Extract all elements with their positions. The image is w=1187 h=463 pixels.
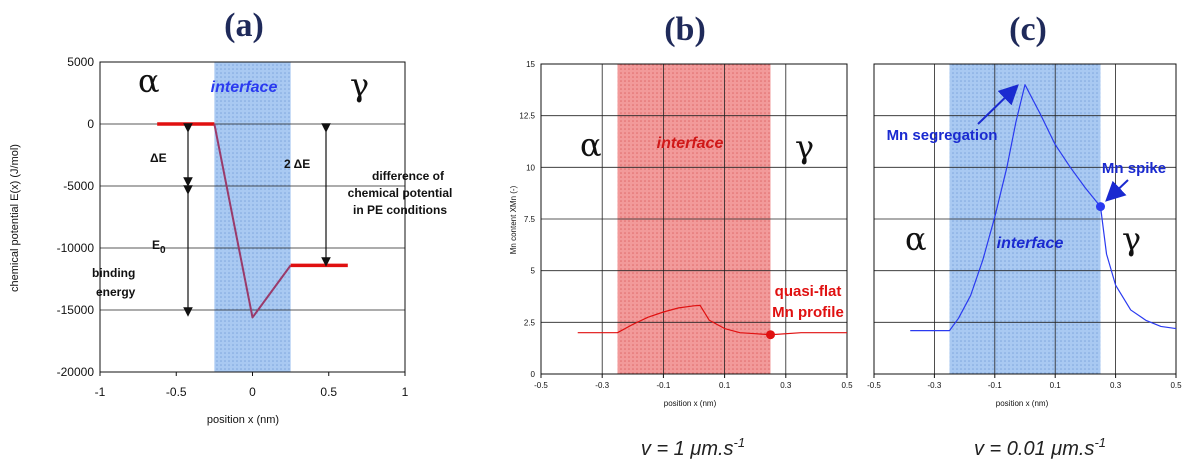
y-tick-label: 0 — [87, 117, 94, 131]
x-tick-label: 0.1 — [719, 381, 731, 390]
interface-label-b: interface — [657, 135, 724, 152]
x-axis-label-c: position x (nm) — [996, 399, 1049, 408]
x-tick-label: -0.5 — [867, 381, 881, 390]
panel-label-a: (a) — [224, 7, 264, 44]
y-tick-label: 5 — [531, 267, 536, 276]
y-tick-label: 5000 — [67, 55, 94, 69]
y-tick-label: -10000 — [57, 241, 95, 255]
x-tick-label: 0.5 — [841, 381, 853, 390]
x-tick-label: -0.1 — [657, 381, 671, 390]
diff-label-line3: in PE conditions — [353, 203, 447, 217]
mn-spike-label: Mn spike — [1102, 160, 1166, 177]
interface-label-c: interface — [997, 235, 1064, 252]
alpha-label-c: α — [905, 220, 927, 258]
quasi-flat-label-line1: quasi-flat — [775, 283, 842, 300]
y-tick-label: 0 — [531, 370, 536, 379]
x-tick-label: 0.3 — [1110, 381, 1122, 390]
y-tick-label: 10 — [526, 163, 535, 172]
caption-b: v = 1 μm.s-1 — [641, 435, 745, 460]
alpha-label-a: α — [138, 62, 160, 100]
y-axis-label-a: chemical potential E(x) (J/mol) — [9, 144, 21, 292]
x-tick-label: 1 — [402, 385, 409, 399]
gamma-label-c: γ — [1122, 220, 1141, 258]
binding-label-line1: binding — [92, 266, 135, 280]
plot-frame-b — [540, 63, 848, 375]
panel-label-b: (b) — [664, 11, 706, 48]
interface-label-a: interface — [211, 79, 278, 96]
x-tick-label: -0.5 — [166, 385, 187, 399]
two-delta-e-label: 2 ΔE — [284, 157, 310, 171]
chart-c: -0.5 -0.3 -0.1 0.1 0.3 0.5 position x (nm) α … — [867, 63, 1182, 460]
y-tick-label: -15000 — [57, 303, 95, 317]
y-tick-label: 7.5 — [524, 215, 536, 224]
y-axis-label-b: Mn content XMn (-) — [509, 185, 518, 254]
data-marker — [766, 330, 775, 340]
ticks-c: -0.5 -0.3 -0.1 0.1 0.3 0.5 — [867, 374, 1182, 390]
quasi-flat-label-line2: Mn profile — [772, 304, 844, 321]
series-line — [910, 84, 1177, 332]
x-tick-label: -0.3 — [595, 381, 609, 390]
binding-label-line2: energy — [96, 285, 136, 299]
ticks-a: 5000 0 -5000 -10000 -15000 -20000-1 -0.5 0 0.5 1 — [57, 55, 409, 399]
interface-band-a — [214, 62, 291, 372]
x-axis-label-b: position x (nm) — [664, 399, 717, 408]
x-tick-label: 0 — [249, 385, 256, 399]
y-tick-label: 15 — [526, 60, 535, 69]
y-tick-label: 2.5 — [524, 318, 536, 327]
mn-spike-arrow — [1105, 179, 1129, 202]
x-tick-label: -0.1 — [988, 381, 1002, 390]
y-tick-label: 12.5 — [519, 112, 535, 121]
mn-segregation-label: Mn segregation — [887, 127, 998, 144]
x-axis-label-a: position x (nm) — [207, 414, 279, 426]
gamma-label-b: γ — [795, 128, 814, 166]
x-tick-label: 0.5 — [320, 385, 337, 399]
x-tick-label: -0.5 — [534, 381, 548, 390]
diff-label-line2: chemical potential — [348, 186, 453, 200]
alpha-label-b: α — [580, 126, 602, 164]
chart-b: 15 12.5 10 7.5 5 2.5 0 -0.5 -0.3 -0.1 0.1 0.3 0.5 po… — [509, 60, 853, 460]
x-tick-label: -1 — [95, 385, 106, 399]
x-tick-label: 0.5 — [1170, 381, 1182, 390]
x-tick-label: 0.1 — [1050, 381, 1062, 390]
gamma-label-a: γ — [350, 66, 369, 104]
series-b — [577, 304, 847, 340]
diff-label-line1: difference of — [372, 169, 445, 183]
e0-label: E0 — [152, 238, 166, 256]
series-line — [577, 304, 847, 336]
y-tick-label: -5000 — [63, 179, 94, 193]
x-tick-label: 0.3 — [780, 381, 792, 390]
ticks-b: 15 12.5 10 7.5 5 2.5 0 -0.5 -0.3 -0.1 0.1 0.3 0.5 — [519, 60, 853, 390]
plot-frame-c — [873, 63, 1177, 375]
panel-label-c: (c) — [1009, 11, 1047, 48]
data-marker — [1096, 202, 1105, 212]
y-tick-label: -20000 — [57, 365, 95, 379]
caption-c: v = 0.01 μm.s-1 — [974, 435, 1106, 460]
x-tick-label: -0.3 — [928, 381, 942, 390]
delta-e-label: ΔE — [150, 151, 167, 165]
mn-segregation-arrow — [977, 84, 1019, 125]
series-c — [910, 84, 1177, 332]
series-line — [213, 123, 292, 319]
